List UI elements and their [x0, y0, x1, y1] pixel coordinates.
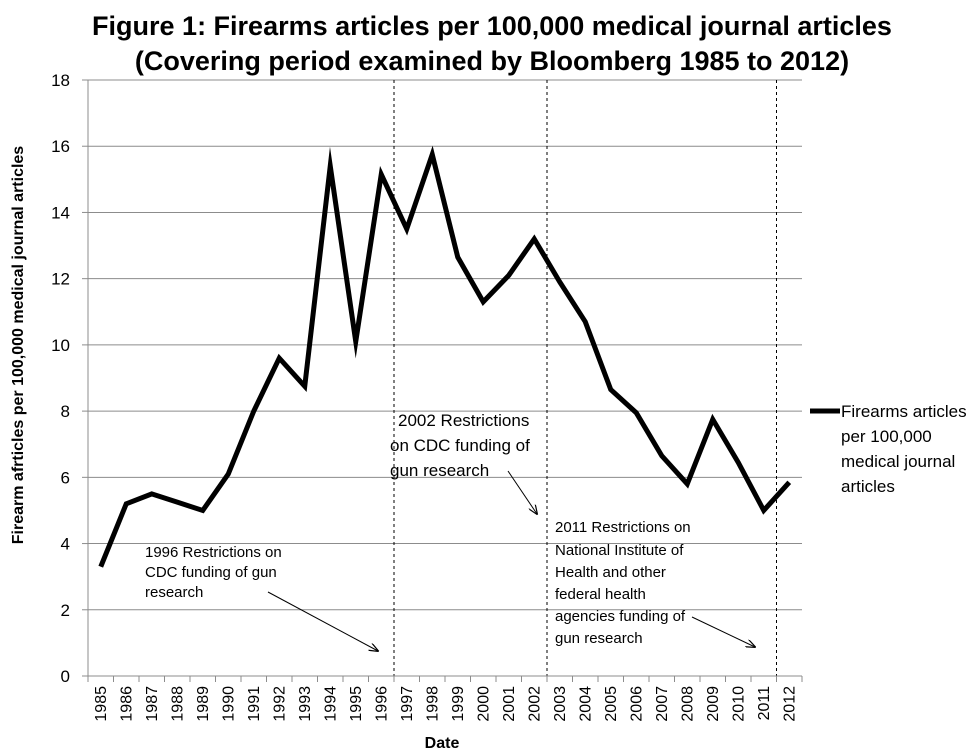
axes [82, 79, 803, 682]
annotation-1996-line-2: CDC funding of gun [145, 564, 277, 581]
x-tick-label: 1986 [118, 686, 135, 722]
annotation-2011: 2011 Restrictions on National Institute … [555, 519, 691, 647]
x-tick-label: 2011 [756, 686, 773, 721]
legend-label-line-2: per 100,000 [841, 427, 932, 446]
y-axis-title: Firearm afrticles per 100,000 medical jo… [10, 146, 27, 545]
annotation-2011-line-5: agencies funding of [555, 608, 686, 625]
y-tick-label: 4 [61, 535, 70, 554]
annotation-1996: 1996 Restrictions on CDC funding of gun … [145, 544, 282, 601]
y-tick-label: 10 [51, 336, 70, 355]
series-lines [98, 145, 792, 568]
x-tick-label: 1994 [322, 686, 339, 722]
annotation-2002: 2002 Restrictions on CDC funding of gun … [390, 411, 530, 480]
series-line [98, 145, 792, 568]
x-tick-label: 1998 [424, 686, 441, 722]
chart-title-line-2: (Covering period examined by Bloomberg 1… [135, 46, 849, 76]
y-tick-label: 2 [61, 601, 70, 620]
x-tick-label: 2006 [628, 686, 645, 722]
legend-label-line-4: articles [841, 477, 895, 496]
x-tick-label: 1985 [93, 686, 110, 722]
annotation-2011-line-4: federal health [555, 586, 646, 603]
x-tick-label: 2012 [781, 686, 798, 722]
x-tick-label: 1991 [246, 686, 263, 722]
x-tick-label: 2002 [526, 686, 543, 722]
gridlines [88, 79, 802, 611]
y-tick-label: 8 [61, 402, 70, 421]
annotation-1996-line-3: research [145, 584, 203, 601]
x-tick-label: 2004 [577, 686, 594, 722]
legend-label-line-1: Firearms articles [841, 402, 967, 421]
x-tick-label: 1999 [450, 686, 467, 722]
x-tick-label: 2007 [654, 686, 671, 722]
x-tick-label: 1995 [348, 686, 365, 722]
annotation-1996-line-1: 1996 Restrictions on [145, 544, 282, 561]
x-tick-label: 1992 [271, 686, 288, 722]
x-tick-label: 2003 [552, 686, 569, 722]
annotation-2011-line-2: National Institute of [555, 542, 684, 559]
annotation-2011-line-1: 2011 Restrictions on [555, 519, 691, 536]
y-tick-label: 6 [61, 468, 70, 487]
annotation-2011-line-6: gun research [555, 630, 643, 647]
x-tick-label: 2005 [603, 686, 620, 722]
x-tick-label: 1990 [220, 686, 237, 722]
y-tick-labels: 0 2 4 6 8 10 12 14 16 18 [51, 71, 70, 686]
x-tick-label: 2008 [679, 686, 696, 722]
x-tick-label: 2009 [705, 686, 722, 722]
y-tick-label: 18 [51, 71, 70, 90]
y-tick-label: 16 [51, 137, 70, 156]
x-tick-label: 2010 [730, 686, 747, 722]
annotation-2002-arrow [507, 470, 537, 514]
x-tick-label: 1993 [297, 686, 314, 722]
annotation-1996-arrow [267, 591, 378, 651]
x-tick-label: 1988 [169, 686, 186, 722]
legend: Firearms articles per 100,000 medical jo… [810, 402, 967, 496]
x-tick-label: 2001 [501, 686, 518, 722]
annotation-2002-line-3: gun research [390, 461, 489, 480]
x-tick-label: 1996 [373, 686, 390, 722]
y-tick-label: 0 [61, 667, 70, 686]
x-tick-label: 1987 [144, 686, 161, 722]
chart-title-line-1: Figure 1: Firearms articles per 100,000 … [92, 11, 892, 41]
annotation-2002-line-1: 2002 Restrictions [398, 411, 529, 430]
x-tick-labels: 1985 1986 1987 1988 1989 1990 1991 1992 1993 1994… [93, 686, 799, 722]
annotation-2002-line-2: on CDC funding of [390, 436, 530, 455]
x-tick-label: 1997 [399, 686, 416, 722]
annotation-2011-arrow [691, 616, 755, 647]
y-tick-label: 12 [51, 270, 70, 289]
x-tick-label: 1989 [195, 686, 212, 722]
x-axis-title: Date [425, 735, 460, 752]
y-tick-label: 14 [51, 203, 70, 222]
x-tick-label: 2000 [475, 686, 492, 722]
annotation-2011-line-3: Health and other [555, 564, 666, 581]
legend-label-line-3: medical journal [841, 452, 955, 471]
